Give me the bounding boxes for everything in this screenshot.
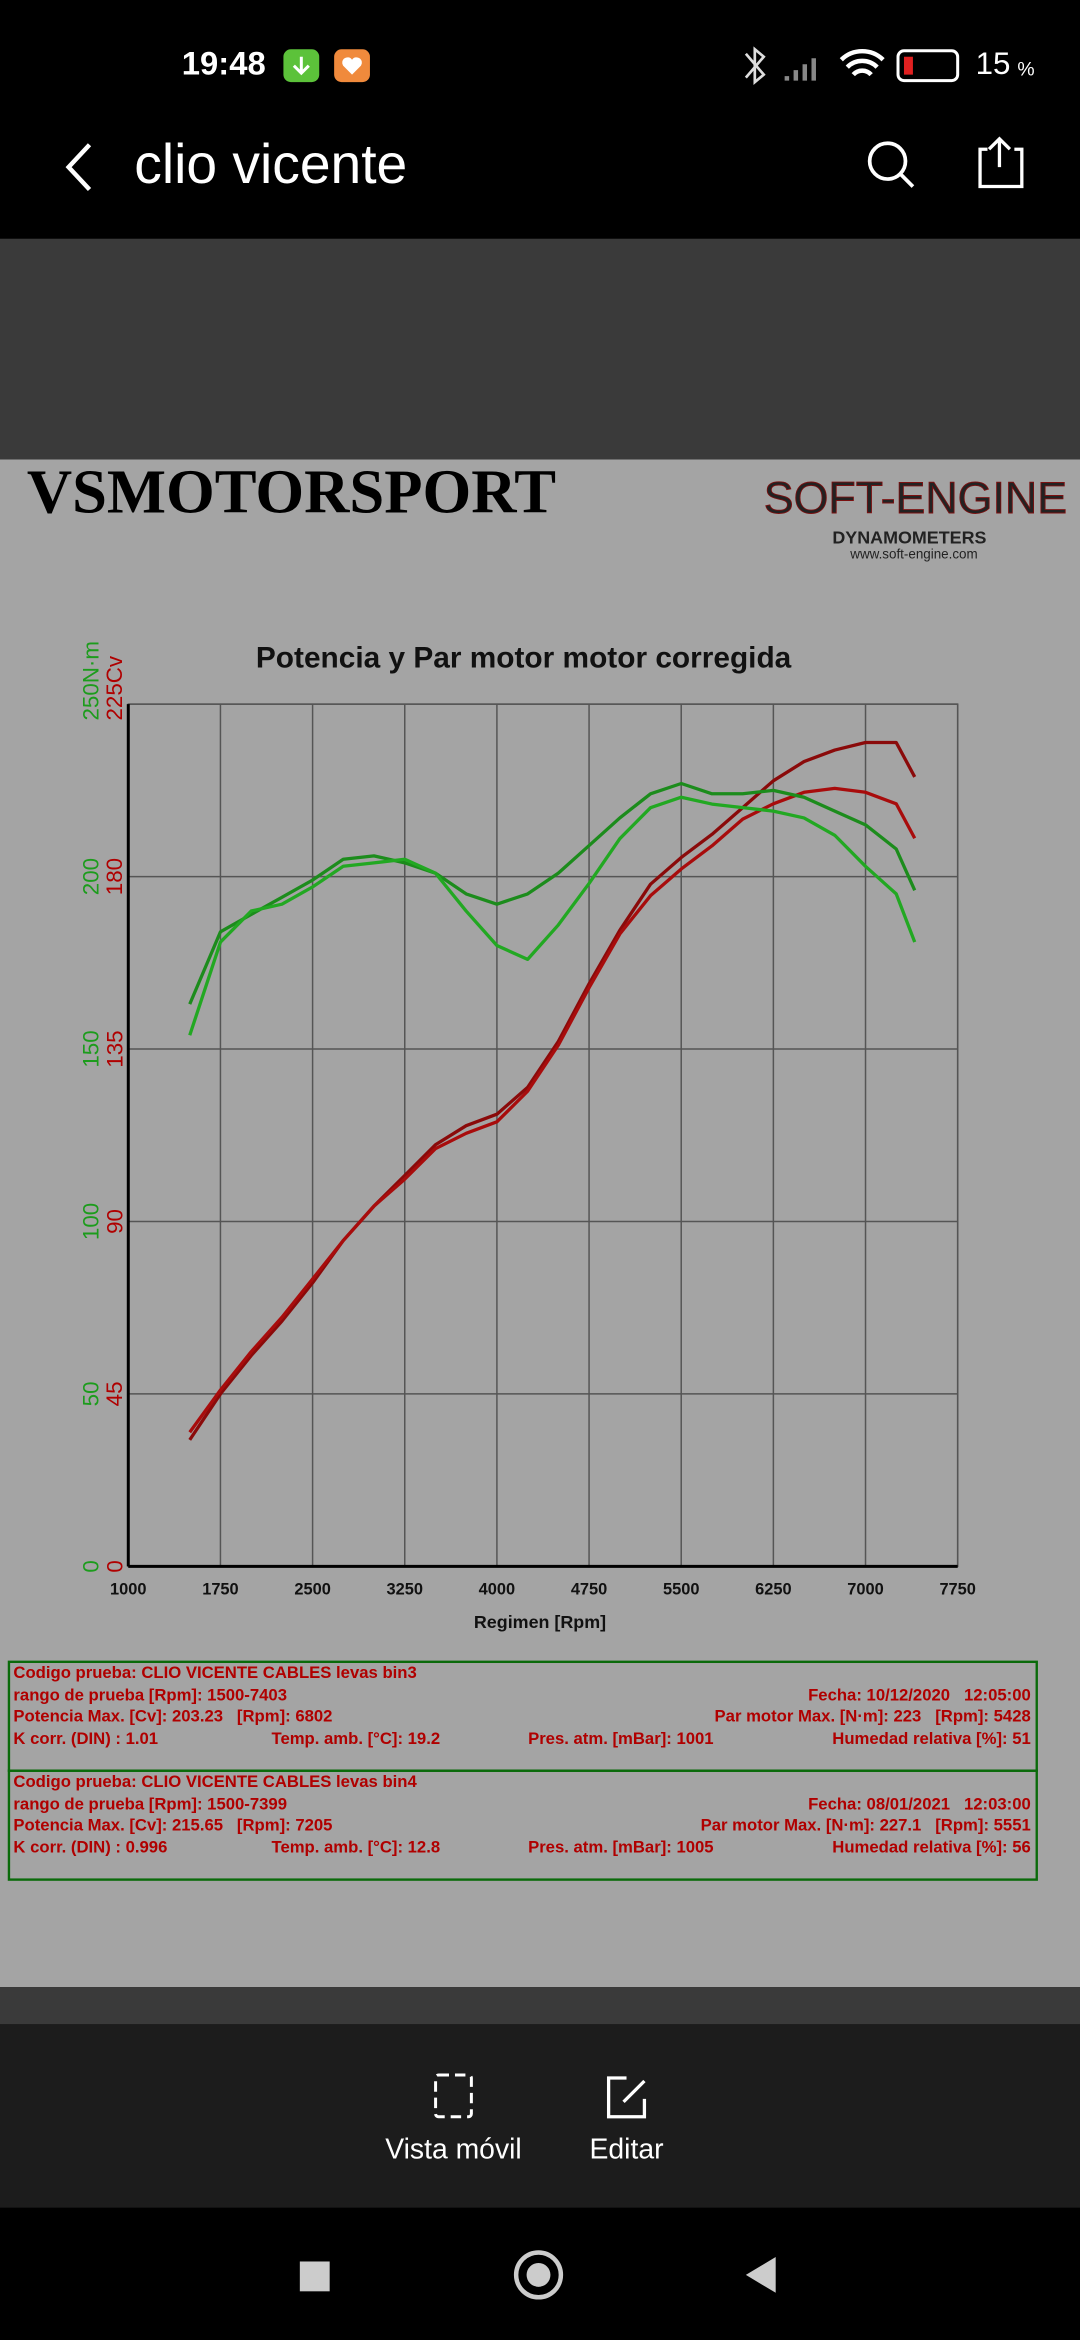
run-range: rango de prueba [Rpm]: 1500-7403 bbox=[13, 1686, 287, 1705]
x-tick-label: 5500 bbox=[663, 1581, 699, 1599]
viewer-background bbox=[0, 1987, 1080, 2025]
battery-level bbox=[903, 56, 913, 75]
x-tick-label: 7000 bbox=[847, 1581, 883, 1599]
y-tick-label: 0 bbox=[78, 1560, 103, 1572]
run-hum: Humedad relativa [%]: 56 bbox=[832, 1838, 1030, 1857]
x-tick-label: 2500 bbox=[294, 1581, 330, 1599]
logo-tagline: DYNAMOMETERS bbox=[832, 527, 986, 547]
run-power: Potencia Max. [Cv]: 203.23 [Rpm]: 6802 bbox=[13, 1706, 332, 1725]
logo-url: www.soft-engine.com bbox=[849, 547, 977, 562]
run-date: Fecha: 08/01/2021 12:03:00 bbox=[808, 1794, 1031, 1813]
home-dot bbox=[526, 2262, 551, 2287]
run-code: Codigo prueba: CLIO VICENTE CABLES levas… bbox=[13, 1772, 417, 1791]
home-button[interactable] bbox=[513, 2250, 564, 2300]
battery-unit: % bbox=[1017, 58, 1034, 80]
download-arrow bbox=[292, 56, 310, 76]
x-tick-label: 4750 bbox=[571, 1581, 607, 1599]
plot: 1000 1750 2500 3250 4000 4750 5500 6250 7000 7750… bbox=[78, 641, 976, 1599]
run-date: Fecha: 10/12/2020 12:05:00 bbox=[808, 1686, 1031, 1705]
run-temp: Temp. amb. [°C]: 19.2 bbox=[271, 1729, 440, 1748]
battery-text: 15 bbox=[976, 46, 1011, 81]
x-tick-label: 4000 bbox=[479, 1581, 515, 1599]
y-tick-label: 250N·m bbox=[78, 641, 103, 721]
search-button[interactable] bbox=[867, 141, 908, 181]
x-tick-label: 3250 bbox=[387, 1581, 423, 1599]
mobile-view-button[interactable]: Vista móvil bbox=[385, 2134, 521, 2166]
series-line bbox=[188, 781, 917, 1005]
edit-button[interactable]: Editar bbox=[590, 2134, 664, 2166]
run-power: Potencia Max. [Cv]: 215.65 [Rpm]: 7205 bbox=[13, 1815, 332, 1834]
y-tick-label: 0 bbox=[102, 1560, 127, 1572]
bluetooth-icon bbox=[744, 46, 766, 85]
y-tick-label: 90 bbox=[102, 1209, 127, 1234]
y-tick-label: 135 bbox=[102, 1030, 127, 1067]
run-k: K corr. (DIN) : 0.996 bbox=[13, 1838, 167, 1857]
company-name: VSMOTORSPORT bbox=[27, 457, 556, 527]
x-axis-label: Regimen [Rpm] bbox=[474, 1612, 606, 1632]
series-line bbox=[188, 786, 917, 1434]
viewer-background bbox=[0, 238, 1080, 460]
clock: 19:48 bbox=[182, 44, 266, 81]
run-torque: Par motor Max. [N·m]: 223 [Rpm]: 5428 bbox=[715, 1706, 1031, 1725]
y-tick-label: 100 bbox=[78, 1203, 103, 1240]
document-image bbox=[0, 459, 1080, 1988]
y-tick-label: 50 bbox=[78, 1381, 103, 1406]
x-tick-label: 7750 bbox=[939, 1581, 975, 1599]
run-temp: Temp. amb. [°C]: 12.8 bbox=[271, 1838, 440, 1857]
run-range: rango de prueba [Rpm]: 1500-7399 bbox=[13, 1794, 287, 1813]
chart-title: Potencia y Par motor motor corregida bbox=[256, 641, 792, 674]
edit-icon bbox=[606, 2076, 647, 2119]
x-tick-label: 1750 bbox=[202, 1581, 238, 1599]
run-k: K corr. (DIN) : 1.01 bbox=[13, 1729, 158, 1748]
y-tick-label: 225Cv bbox=[102, 655, 127, 720]
run-torque: Par motor Max. [N·m]: 227.1 [Rpm]: 5551 bbox=[701, 1815, 1031, 1834]
run-pres: Pres. atm. [mBar]: 1001 bbox=[528, 1729, 714, 1748]
run-box bbox=[7, 1769, 1038, 1881]
y-tick-label: 45 bbox=[102, 1381, 127, 1406]
x-tick-label: 1000 bbox=[110, 1581, 146, 1599]
top-bar bbox=[0, 0, 1080, 239]
share-button[interactable] bbox=[978, 136, 1024, 189]
search-handle bbox=[899, 173, 915, 188]
y-tick-label: 200 bbox=[78, 858, 103, 895]
toolbar-title: clio vicente bbox=[134, 133, 407, 195]
run-code: Codigo prueba: CLIO VICENTE CABLES levas… bbox=[13, 1663, 416, 1682]
battery-icon bbox=[896, 49, 960, 83]
series-line bbox=[188, 740, 917, 1441]
y-tick-label: 180 bbox=[102, 858, 127, 895]
mobile-view-icon bbox=[434, 2073, 473, 2119]
x-tick-label: 6250 bbox=[755, 1581, 791, 1599]
y-tick-label: 150 bbox=[78, 1030, 103, 1067]
run-hum: Humedad relativa [%]: 51 bbox=[832, 1729, 1030, 1748]
test-runs: Codigo prueba: CLIO VICENTE CABLES levas… bbox=[7, 1660, 1038, 1881]
series-line bbox=[188, 795, 917, 1036]
recents-button[interactable] bbox=[299, 2261, 330, 2292]
back-nav-button[interactable] bbox=[745, 2257, 776, 2293]
wifi-icon bbox=[839, 49, 885, 77]
logo-brand: SOFT-ENGINE bbox=[764, 473, 1067, 523]
heart bbox=[342, 57, 362, 75]
signal-icon bbox=[784, 58, 816, 81]
bottom-bar bbox=[0, 2024, 1080, 2208]
run-pres: Pres. atm. [mBar]: 1005 bbox=[528, 1838, 714, 1857]
back-button[interactable] bbox=[65, 143, 92, 192]
